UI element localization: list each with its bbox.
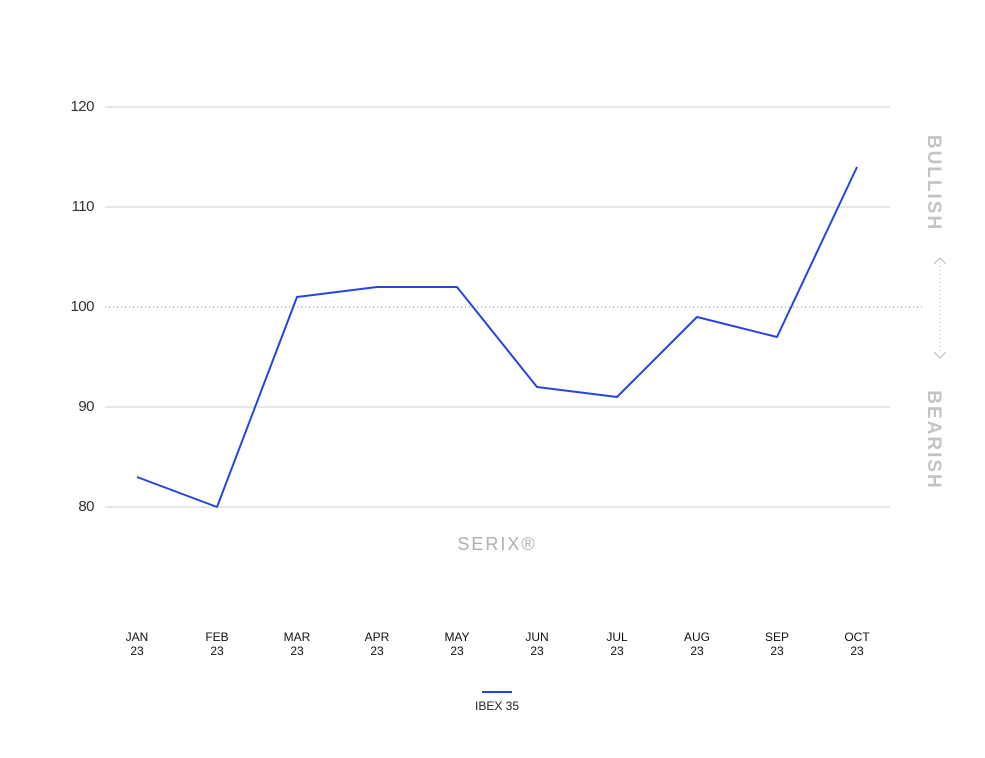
watermark: SERIX®	[457, 534, 536, 554]
bullish-label: BULLISH	[923, 135, 944, 231]
x-tick-label: JUL 23	[606, 630, 628, 658]
y-tick-label: 120	[70, 98, 94, 115]
x-tick-label: AUG 23	[683, 630, 710, 658]
x-tick-label: APR 23	[364, 630, 390, 658]
x-tick-label: SEP 23	[764, 630, 789, 658]
direction-arrow	[933, 257, 947, 359]
x-tick-label: JAN 23	[125, 630, 149, 658]
y-tick-label: 110	[72, 198, 95, 215]
y-tick-label: 90	[78, 398, 94, 415]
x-tick-label: MAY 23	[444, 630, 470, 658]
series-line	[136, 166, 858, 508]
y-tick-label: 100	[70, 298, 94, 315]
x-tick-label: MAR 23	[283, 630, 311, 658]
legend-label: IBEX 35	[475, 699, 519, 713]
x-tick-label: OCT 23	[844, 630, 870, 658]
bearish-label: BEARISH	[923, 390, 944, 490]
y-tick-label: 80	[78, 498, 94, 515]
x-tick-label: JUN 23	[525, 630, 549, 658]
x-tick-label: FEB 23	[205, 630, 229, 658]
